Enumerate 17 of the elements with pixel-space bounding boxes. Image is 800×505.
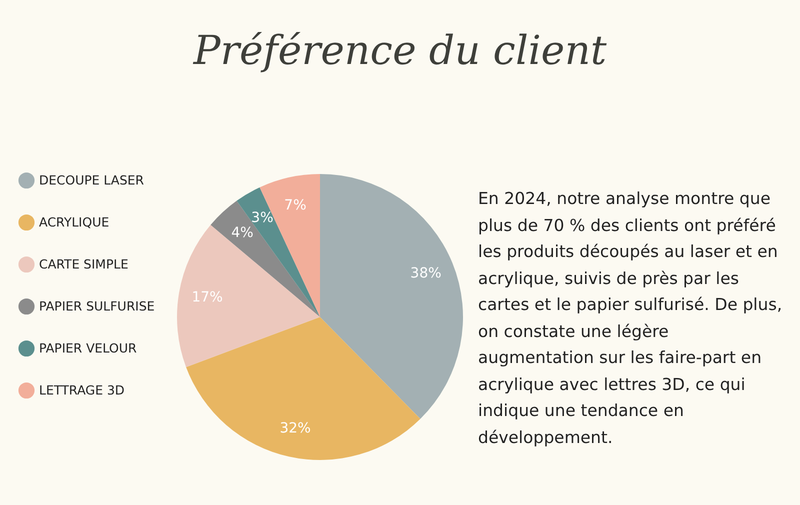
data-label: 32% (280, 420, 311, 437)
text: En 2024, notre analyse montre que plus de 70 % des clients ont préféré les produits découpés au laser et en acrylique, suivis de près par les cartes et le papier sulfurisé. De plus, on constate une légère augmentation sur les faire-part en acrylique avec lettres 3D, ce qui indique une tendance en développement. (478, 189, 782, 446)
legend-label: CARTE SIMPLE (39, 256, 128, 272)
legend-label: ACRYLIQUE (39, 214, 110, 230)
pie-slice (320, 174, 463, 419)
data-label: 7% (284, 197, 306, 214)
pie-slice (186, 317, 420, 460)
legend-label: PAPIER SULFURISE (39, 298, 155, 314)
legend-label: PAPIER VELOUR (39, 340, 138, 356)
legend-label: LETTRAGE 3D (39, 382, 125, 398)
legend-label: DECOUPE LASER (39, 172, 144, 188)
data-label: 17% (192, 290, 223, 306)
data-label: 38% (410, 266, 442, 282)
pie-slice (177, 224, 320, 368)
data-label: 3% (251, 210, 274, 226)
chart-title: Préférence du client (192, 28, 608, 74)
data-label: 4% (231, 225, 254, 242)
